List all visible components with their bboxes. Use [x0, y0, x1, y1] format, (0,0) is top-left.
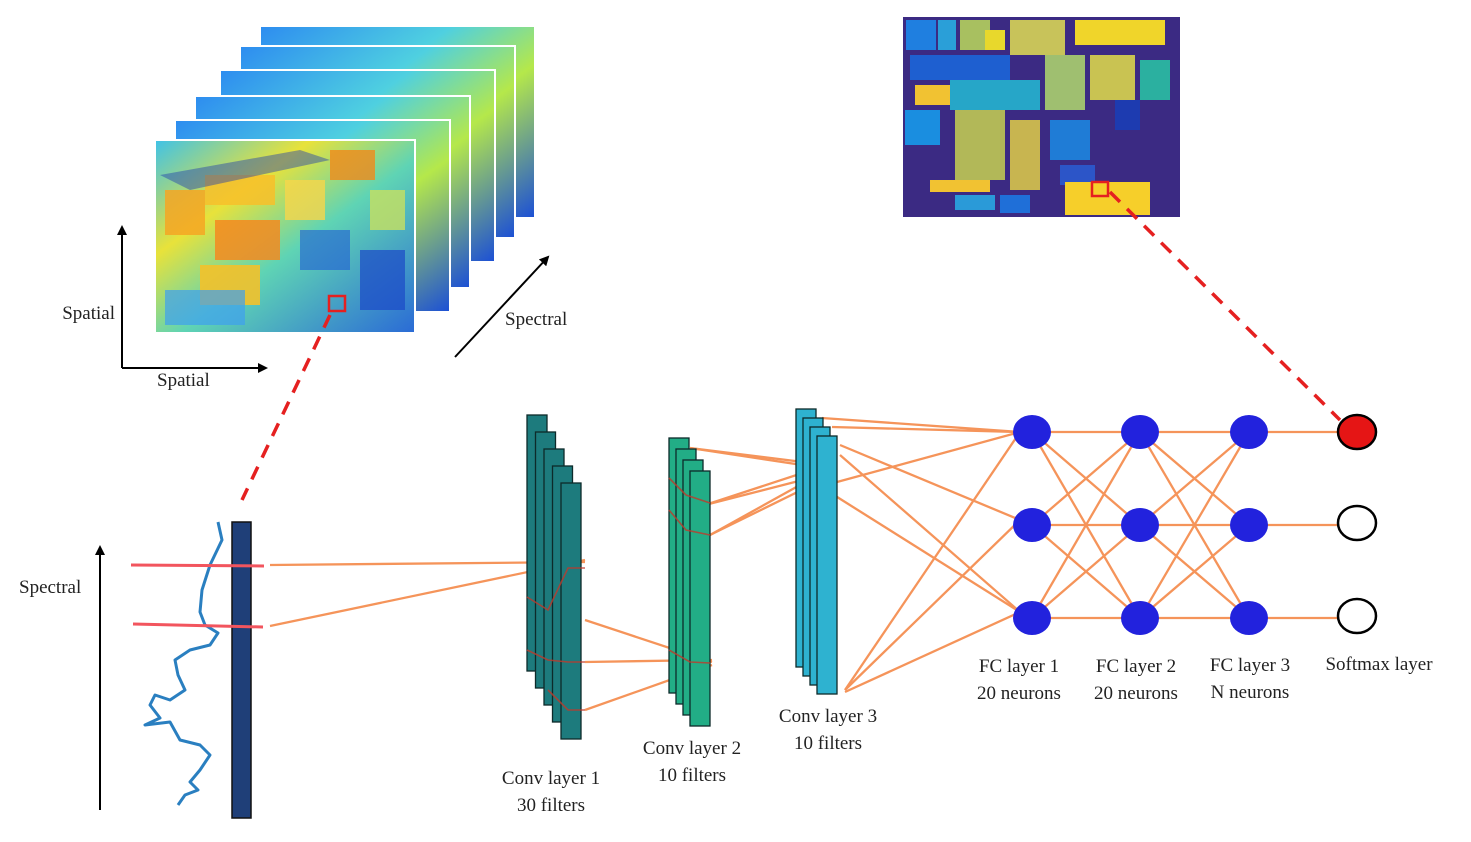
softmax-output-3 [1336, 597, 1378, 635]
band-marker-bottom [132, 622, 264, 629]
fc-connection-1-3-2 [1031, 524, 1141, 619]
connection-line-19 [825, 430, 1021, 487]
spectral-cube-arrow [454, 255, 550, 358]
fc-connection-2-3-1 [1139, 431, 1250, 619]
fc2-name: FC layer 2 [1095, 656, 1177, 677]
conv-layer-3-stack [795, 408, 838, 695]
connection-line-14 [839, 443, 1021, 522]
conv2-detail: 10 filters [657, 765, 727, 786]
fc-connection-1-3-1 [1031, 431, 1141, 619]
conv1-name: Conv layer 1 [501, 768, 601, 789]
connection-line-17 [844, 519, 1021, 691]
fc2-neuron-2 [1121, 508, 1159, 542]
fc-neurons [1013, 413, 1378, 635]
conv2-feature-map-4 [689, 470, 711, 727]
fc-connection-2-3-2 [1139, 524, 1250, 619]
conv3-feature-map-4 [816, 435, 838, 695]
fc2-neuron-1 [1121, 415, 1159, 449]
fc3-neuron-1 [1230, 415, 1268, 449]
classification-map [903, 17, 1180, 217]
conv1-detail: 30 filters [516, 795, 586, 816]
softmax-name: Softmax layer [1325, 654, 1433, 675]
conv-internal-markers [526, 477, 711, 711]
spectral-cube-label: Spectral [505, 309, 568, 330]
fc2-detail: 20 neurons [1094, 683, 1178, 704]
connection-line-16 [844, 431, 1021, 691]
fc2-neuron-3 [1121, 601, 1159, 635]
map-to-output-dash [1108, 190, 1342, 422]
hyperspectral-cube [154, 25, 536, 334]
connection-line-20 [825, 489, 1021, 613]
band-image-front [154, 139, 416, 334]
spatial-vertical-label: Spatial [62, 303, 115, 324]
fc3-detail: N neurons [1210, 682, 1290, 703]
connection-line-12 [821, 416, 1021, 434]
cube-axes [117, 225, 550, 373]
connection-line-13 [831, 425, 1021, 434]
softmax-output-1 [1336, 413, 1378, 451]
fc-connection-2-2-1 [1139, 431, 1250, 526]
fc-connection-1-2-1 [1031, 431, 1141, 526]
spectrum-bar [231, 521, 252, 819]
conv3-name: Conv layer 3 [778, 706, 878, 727]
fc3-neuron-3 [1230, 601, 1268, 635]
fc1-detail: 20 neurons [977, 683, 1061, 704]
spectrum-curve [143, 521, 224, 806]
softmax-output-2 [1336, 504, 1378, 542]
fc1-name: FC layer 1 [978, 656, 1060, 677]
fc3-name: FC layer 3 [1209, 655, 1291, 676]
band-marker-top [130, 563, 265, 568]
spectral-signature [95, 521, 265, 819]
spectral-signature-label: Spectral [19, 577, 82, 598]
conv2-name: Conv layer 2 [642, 738, 742, 759]
conv-layer-2-stack [668, 437, 711, 727]
fc1-neuron-1 [1013, 415, 1051, 449]
fc1-neuron-2 [1013, 508, 1051, 542]
pixel-marker-cube [327, 294, 347, 313]
connection-line-15 [839, 454, 1021, 613]
conv-layer-1-stack [526, 414, 582, 740]
pixel-marker-map [1090, 180, 1110, 198]
conv3-detail: 10 filters [793, 733, 863, 754]
cube-to-pixel-dash [240, 314, 332, 501]
connection-line-18 [844, 610, 1021, 694]
conv1-feature-map-5 [560, 482, 582, 740]
fc1-neuron-3 [1013, 601, 1051, 635]
fc3-neuron-2 [1230, 508, 1268, 542]
spatial-horizontal-label: Spatial [157, 370, 210, 391]
